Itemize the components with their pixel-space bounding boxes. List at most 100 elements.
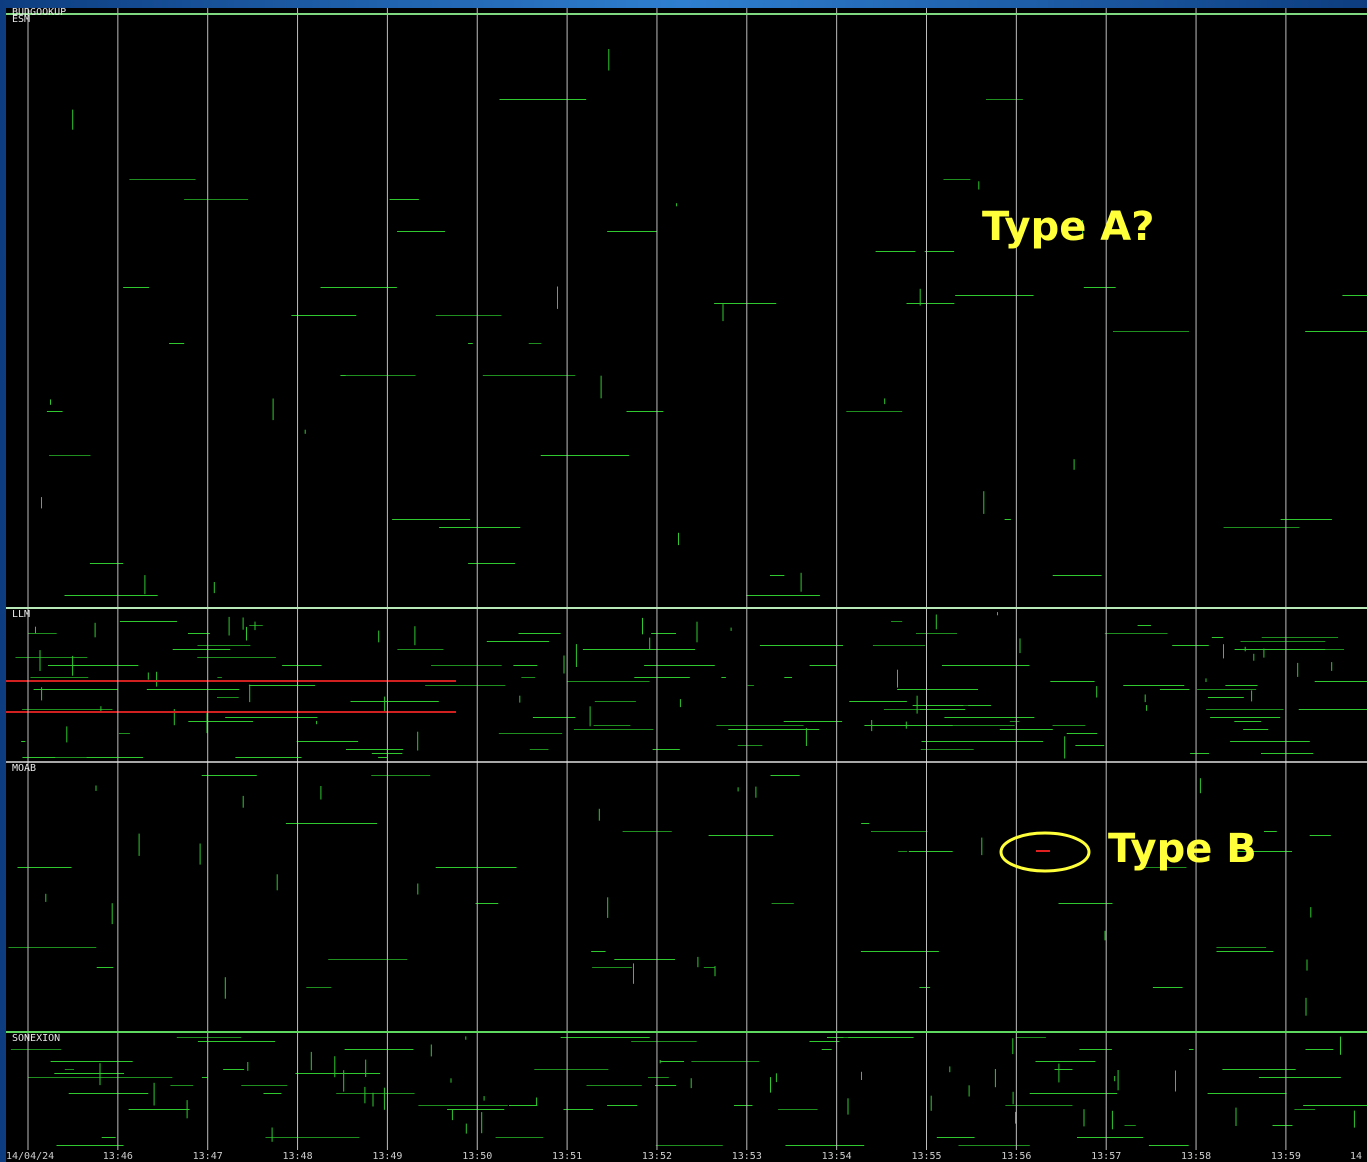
activity-segment [1067,733,1098,734]
activity-spike [1307,960,1308,971]
activity-segment [661,1061,684,1062]
activity-segment [541,455,629,456]
activity-segment [188,721,253,722]
activity-segment [241,1085,287,1086]
activity-segment [169,343,184,344]
activity-segment [861,823,869,824]
activity-segment [530,749,549,750]
activity-segment [1050,681,1094,682]
activity-segment [1030,1093,1118,1094]
activity-segment [533,717,576,718]
activity-spike [969,1085,970,1096]
activity-segment [1224,527,1300,528]
activity-segment [631,1041,697,1042]
activity-spike [1236,1108,1237,1126]
activity-segment [198,645,251,646]
activity-spike [801,573,802,592]
time-label: 13:59 [1271,1151,1301,1162]
activity-spike [417,884,418,895]
activity-spike [378,631,379,643]
activity-segment [564,1109,594,1110]
activity-segment [1230,741,1310,742]
activity-spike [200,844,201,865]
activity-segment [345,1049,414,1050]
activity-segment [223,1069,244,1070]
activity-segment [1206,709,1284,710]
activity-segment [925,251,954,252]
activity-segment [1217,951,1274,952]
activity-segment [170,1085,193,1086]
annotation: Type A? [982,204,1154,250]
activity-segment [87,757,144,758]
activity-segment [1105,633,1168,634]
activity-segment [217,677,222,678]
activity-segment [476,903,499,904]
time-label: 13:57 [1091,1151,1121,1162]
activity-spike [642,618,643,634]
activity-segment [1273,1125,1293,1126]
activity-segment [607,231,657,232]
activity-segment [51,1061,133,1062]
activity-segment [1306,1049,1334,1050]
activity-segment [235,757,301,758]
activity-segment [28,633,56,634]
activity-segment [282,665,322,666]
activity-segment [986,99,1023,100]
activity-spike [139,834,140,856]
activity-spike [431,1045,432,1057]
activity-spike [156,672,157,687]
time-label: 13:50 [462,1151,492,1162]
activity-segment [519,633,561,634]
time-label: 13:49 [372,1151,402,1162]
activity-segment [97,967,114,968]
activity-segment [921,749,974,750]
activity-segment [891,621,902,622]
activity-spike [1013,1092,1014,1104]
activity-segment [1138,625,1151,626]
activity-spike [1105,931,1106,941]
activity-segment [770,575,784,576]
activity-segment [34,689,118,690]
activity-spike [697,622,698,643]
activity-spike [981,838,982,856]
activity-segment [1160,689,1190,690]
activity-segment [709,835,774,836]
activity-segment [397,649,443,650]
panel-label: MOAB [12,763,36,774]
panel-label: SONEXION [12,1033,60,1044]
time-label: 13:51 [552,1151,582,1162]
activity-segment [864,725,952,726]
activity-segment [1208,697,1244,698]
activity-spike [649,638,650,650]
activity-spike [243,796,244,808]
activity-spike [978,181,979,189]
activity-segment [69,1093,149,1094]
activity-segment [1303,1105,1367,1106]
activity-spike [576,644,577,667]
time-label: 13:54 [822,1151,852,1162]
activity-spike [214,582,215,593]
time-label: 13:55 [911,1151,941,1162]
activity-segment [217,697,239,698]
time-label: 13:48 [282,1151,312,1162]
activity-segment [184,689,239,690]
activity-spike [1297,663,1298,677]
error-run [6,711,456,713]
activity-spike [1084,1109,1085,1126]
activity-spike [680,699,681,707]
activity-spike [311,1052,312,1070]
activity-spike [96,786,97,791]
activity-segment [328,959,407,960]
activity-spike [519,696,520,703]
activity-spike [691,1078,692,1088]
activity-segment [784,721,842,722]
activity-segment [225,717,317,718]
activity-segment [11,1049,61,1050]
activity-segment [264,1093,282,1094]
activity-segment [65,595,158,596]
activity-segment [944,717,1034,718]
activity-spike [1145,695,1146,703]
activity-segment [716,725,803,726]
activity-segment [1216,947,1266,948]
activity-segment [513,665,537,666]
